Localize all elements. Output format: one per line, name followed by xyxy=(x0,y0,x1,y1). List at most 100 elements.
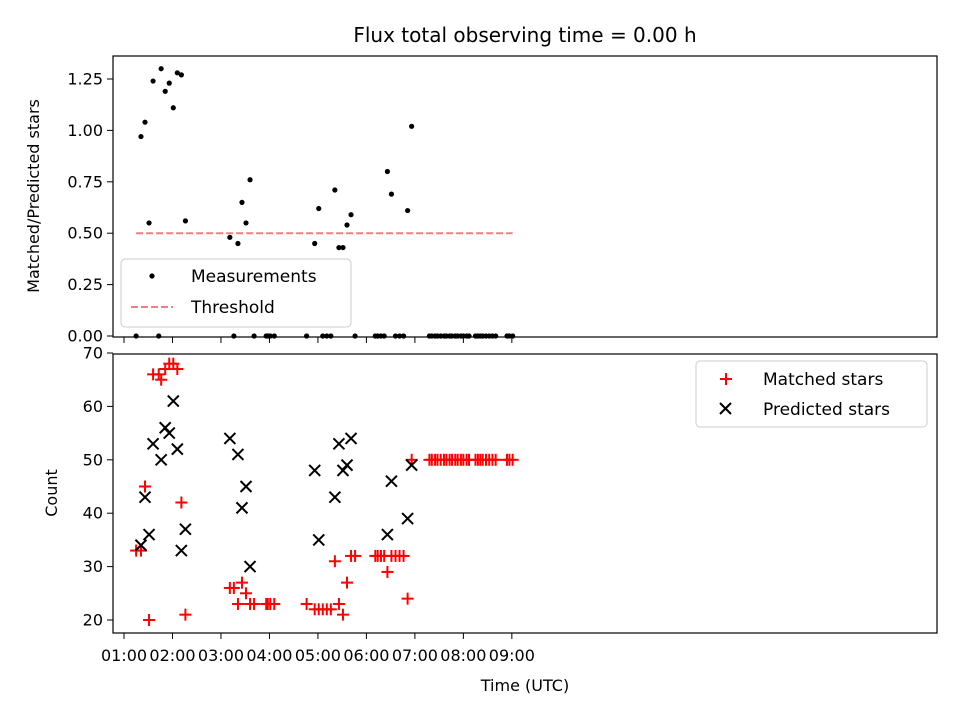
measurement-point xyxy=(251,333,257,339)
measurement-point xyxy=(388,191,395,197)
predicted-point xyxy=(138,490,152,504)
measurement-point xyxy=(174,70,180,76)
matched-point xyxy=(179,608,192,621)
top-y-axis-label: Matched/Predicted stars xyxy=(24,99,43,293)
matched-point xyxy=(336,608,349,621)
y-tick-label: 30 xyxy=(83,557,103,576)
matched-point xyxy=(152,368,165,381)
matched-point xyxy=(143,614,156,626)
x-tick-label: 05:00 xyxy=(295,646,341,665)
measurement-point xyxy=(158,66,164,72)
x-tick-label: 08:00 xyxy=(440,646,486,665)
predicted-point xyxy=(146,437,160,450)
matched-point xyxy=(300,597,313,610)
predicted-point xyxy=(328,490,342,504)
y-tick-label: 40 xyxy=(83,504,103,523)
measurement-point xyxy=(328,333,334,339)
measurement-point xyxy=(344,222,350,228)
legend-predicted-label: Predicted stars xyxy=(763,400,890,420)
measurement-point xyxy=(348,212,354,218)
matched-point xyxy=(227,581,240,594)
top-legend: Measurements Threshold xyxy=(120,258,352,328)
matched-point xyxy=(268,597,281,610)
measurement-point xyxy=(170,105,176,111)
bottom-plot-marks xyxy=(130,357,519,626)
legend-measurements-label: Measurements xyxy=(191,267,317,287)
top-y-ticks: 0.00 0.25 0.50 0.75 1.00 1.25 xyxy=(67,70,113,346)
predicted-point xyxy=(171,442,184,456)
x-tick-label: 06:00 xyxy=(343,646,389,665)
x-tick-label: 07:00 xyxy=(392,646,438,665)
matched-point xyxy=(155,373,168,386)
predicted-point xyxy=(332,437,346,450)
x-tick-label: 03:00 xyxy=(198,646,244,665)
measurement-point xyxy=(304,333,310,339)
matched-point xyxy=(381,565,394,578)
predicted-point xyxy=(344,432,358,445)
measurement-point xyxy=(182,218,189,224)
matched-point xyxy=(171,363,184,376)
measurement-point xyxy=(227,234,233,240)
predicted-point xyxy=(142,528,156,541)
predicted-point xyxy=(308,464,321,477)
predicted-point xyxy=(340,458,354,472)
predicted-point xyxy=(134,539,148,552)
measurement-point xyxy=(510,333,516,339)
predicted-point xyxy=(401,512,414,525)
predicted-point xyxy=(405,458,418,472)
matched-point xyxy=(175,496,188,509)
y-tick-label: 0.50 xyxy=(67,224,103,243)
measurement-point xyxy=(166,80,172,86)
y-tick-label: 0.25 xyxy=(67,275,103,294)
bottom-y-ticks: 20 30 40 50 60 70 xyxy=(83,344,113,630)
figure-title: Flux total observing time = 0.00 h xyxy=(353,23,696,47)
x-tick-label: 04:00 xyxy=(246,646,292,665)
x-axis-label: Time (UTC) xyxy=(480,676,569,695)
legend-predicted-marker xyxy=(719,402,732,415)
matched-point xyxy=(397,549,410,562)
measurement-point xyxy=(235,240,241,247)
y-tick-label: 0.00 xyxy=(67,327,103,346)
matched-point xyxy=(248,597,261,610)
measurement-point xyxy=(178,72,184,78)
matched-point xyxy=(341,576,354,589)
measurement-point xyxy=(146,220,152,226)
top-x-ticks xyxy=(123,337,513,343)
measurement-point xyxy=(156,333,162,339)
measurement-point xyxy=(340,244,346,251)
bottom-y-axis-label: Count xyxy=(42,469,61,517)
predicted-point xyxy=(381,528,394,541)
measurement-point xyxy=(316,205,322,212)
measurement-point xyxy=(247,177,253,183)
measurement-point xyxy=(466,333,472,339)
matched-point xyxy=(240,587,253,600)
matched-point xyxy=(139,480,152,493)
predicted-point xyxy=(239,480,253,493)
top-axes-frame xyxy=(112,55,938,338)
measurement-point xyxy=(493,333,499,339)
bottom-x-ticks: 01:00 02:00 03:00 04:00 05:00 06:00 07:00 08:00… xyxy=(101,633,535,665)
predicted-point xyxy=(385,474,398,488)
x-tick-label: 01:00 xyxy=(101,646,147,665)
top-panel: 0.00 0.25 0.50 0.75 1.00 1.25 Matched/Predict… xyxy=(24,55,938,346)
measurement-point xyxy=(243,220,249,226)
measurement-point xyxy=(400,333,407,339)
y-tick-label: 1.00 xyxy=(67,121,103,140)
measurement-point xyxy=(162,88,168,94)
measurement-point xyxy=(271,333,277,339)
y-tick-label: 70 xyxy=(83,344,103,363)
measurement-point xyxy=(381,333,387,339)
y-tick-label: 60 xyxy=(83,397,103,416)
measurement-point xyxy=(336,244,342,251)
matched-point xyxy=(506,453,519,466)
matched-point xyxy=(235,576,248,589)
y-tick-label: 1.25 xyxy=(67,70,103,89)
y-tick-label: 0.75 xyxy=(67,172,103,191)
bottom-legend-box xyxy=(695,360,928,428)
predicted-point xyxy=(223,432,237,445)
x-tick-label: 02:00 xyxy=(149,646,195,665)
bottom-legend: Matched stars Predicted stars xyxy=(695,360,928,428)
measurement-point xyxy=(150,78,156,84)
predicted-point xyxy=(154,453,168,467)
